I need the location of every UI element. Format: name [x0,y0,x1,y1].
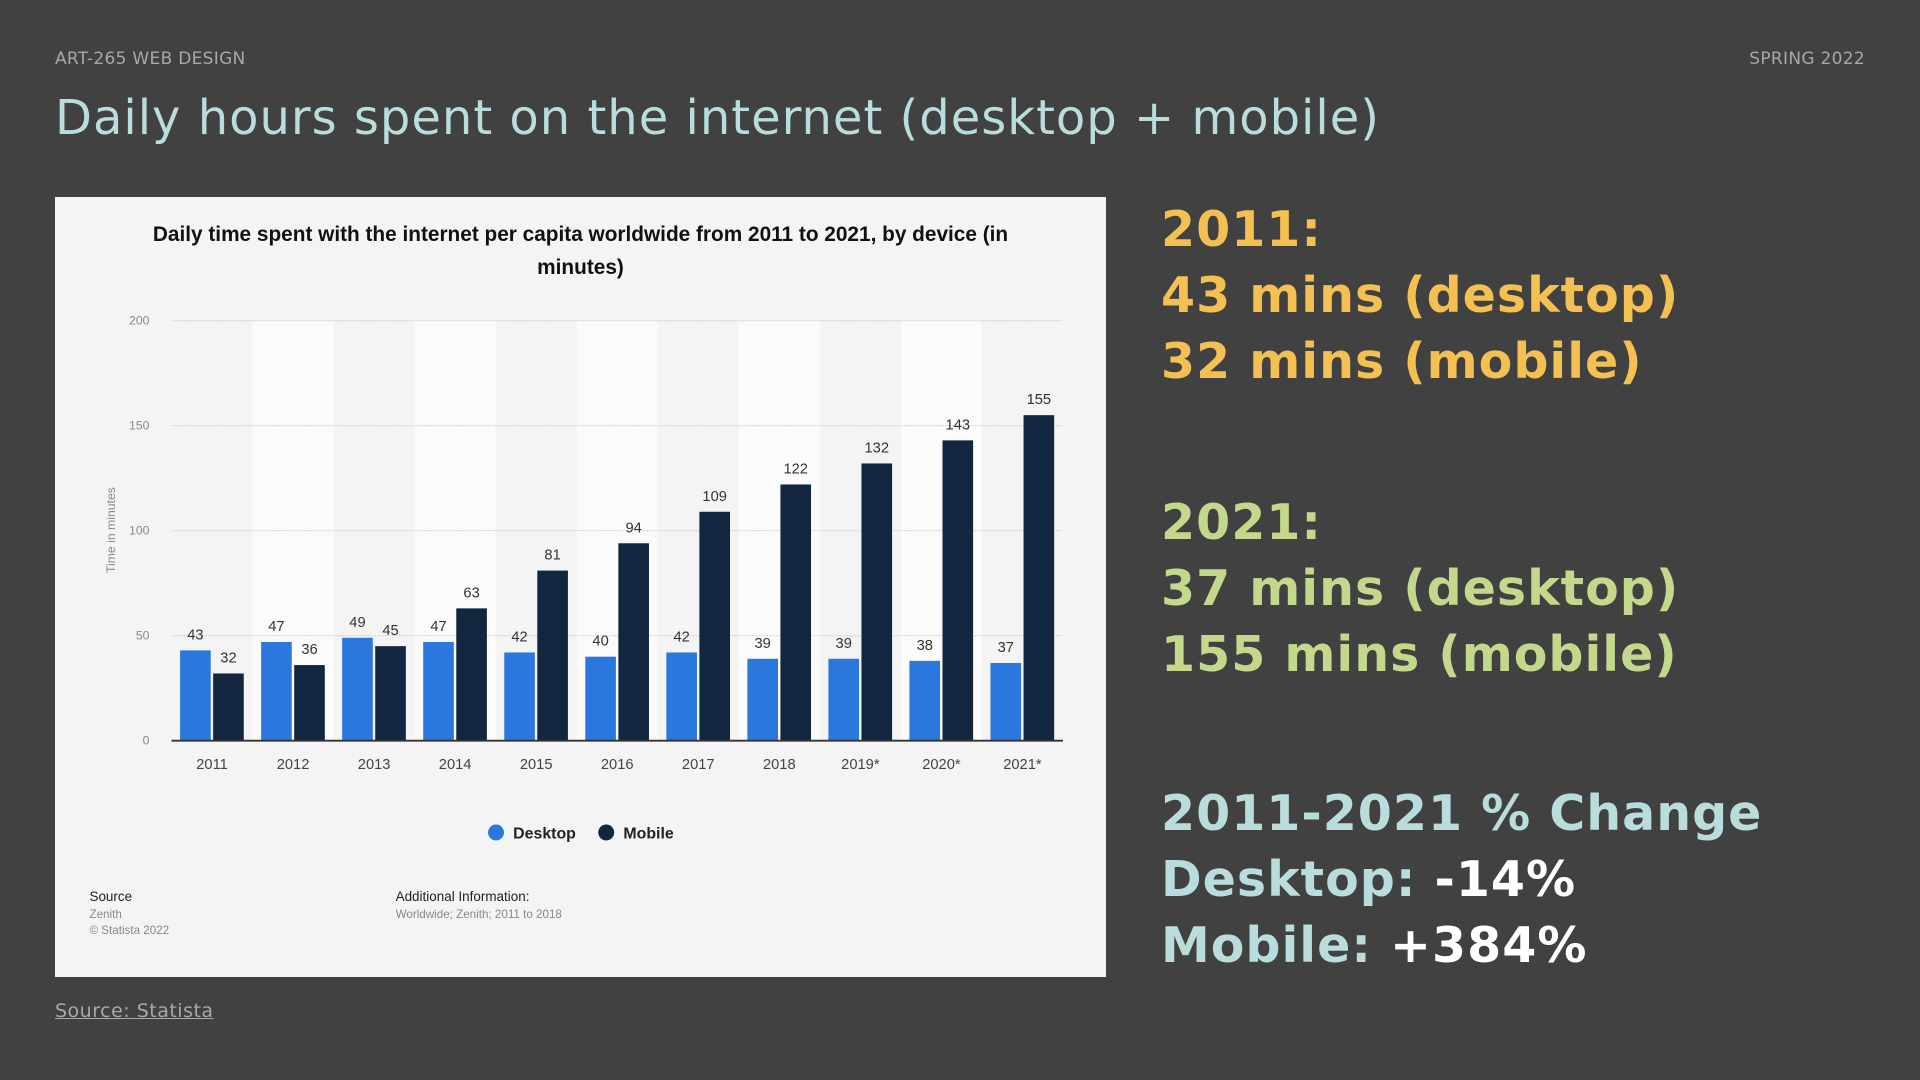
data-label-mobile: 143 [946,417,971,433]
legend-mobile-label[interactable]: Mobile [623,826,674,843]
y-tick-label: 100 [129,523,150,537]
data-label-mobile: 155 [1027,392,1052,408]
data-label-mobile: 122 [783,461,808,477]
chart-title-line2: minutes) [537,256,624,279]
change-desktop-label: Desktop: [1161,851,1435,908]
bar-mobile[interactable] [294,665,325,741]
additional-info-heading: Additional Information: [396,889,530,904]
bar-mobile[interactable] [942,440,974,741]
data-label-desktop: 43 [187,627,203,643]
chart-title: Daily time spent with the internet per c… [153,223,1008,246]
x-tick-label: 2011 [196,757,228,773]
stat-2021-label: 2021: [1161,494,1322,551]
data-label-desktop: 37 [998,640,1014,656]
bar-mobile[interactable] [213,673,244,741]
change-mobile: Mobile: +384% [1161,913,1587,979]
bar-desktop[interactable] [261,641,292,741]
data-label-mobile: 45 [382,623,398,639]
term-label: SPRING 2022 [1749,49,1865,69]
bar-desktop[interactable] [504,652,535,741]
data-label-mobile: 81 [544,548,560,564]
y-axis-label: Time in minutes [104,487,118,573]
source-name: Zenith [89,908,121,921]
change-mobile-label: Mobile: [1161,917,1390,974]
source-link[interactable]: Source: Statista [55,1000,214,1022]
bar-mobile[interactable] [375,646,406,741]
bar-desktop[interactable] [342,637,373,741]
bar-desktop[interactable] [423,641,454,741]
y-tick-label: 150 [129,418,150,432]
x-tick-label: 2017 [682,757,715,773]
legend-desktop-swatch [488,824,504,841]
bar-mobile[interactable] [618,543,649,741]
bar-desktop[interactable] [828,658,860,741]
chart-panel: Daily time spent with the internet per c… [55,197,1106,977]
data-label-mobile: 63 [463,585,479,601]
data-label-desktop: 39 [754,636,770,652]
bar-desktop[interactable] [747,658,778,741]
x-tick-label: 2021* [1003,757,1042,773]
data-label-mobile: 94 [625,520,641,536]
data-label-mobile: 36 [301,642,317,658]
course-label: ART-265 WEB DESIGN [55,49,246,69]
data-label-desktop: 47 [430,619,446,635]
y-tick-label: 0 [143,733,150,747]
page-title: Daily hours spent on the internet (deskt… [55,90,1380,146]
source-heading: Source [89,889,132,904]
data-label-desktop: 42 [673,629,689,645]
change-desktop-value: -14% [1434,851,1577,908]
data-label-desktop: 47 [268,619,284,635]
bar-mobile[interactable] [1023,415,1055,741]
bar-chart: Daily time spent with the internet per c… [89,223,1063,937]
stat-2011-mobile: 32 mins (mobile) [1161,333,1643,390]
change-heading: 2011-2021 % Change [1161,785,1763,842]
copyright: © Statista 2022 [89,924,169,937]
x-tick-label: 2019* [841,757,880,773]
bar-desktop[interactable] [990,662,1022,741]
bar-desktop[interactable] [909,660,941,741]
data-label-desktop: 38 [917,638,933,654]
bar-mobile[interactable] [780,484,812,741]
data-label-mobile: 132 [865,440,890,456]
bar-mobile[interactable] [699,511,730,741]
data-label-mobile: 32 [220,650,236,666]
legend-desktop-label[interactable]: Desktop [513,826,576,843]
x-tick-label: 2012 [277,757,310,773]
change-mobile-value: +384% [1389,917,1588,974]
data-label-desktop: 39 [836,636,852,652]
stat-2021-desktop: 37 mins (desktop) [1161,560,1680,617]
legend-mobile-swatch [598,824,615,841]
x-tick-label: 2015 [520,757,553,773]
x-tick-label: 2016 [601,757,634,773]
y-tick-label: 200 [129,313,150,327]
x-tick-label: 2014 [439,757,472,773]
bar-mobile[interactable] [456,608,487,741]
stat-2021-mobile: 155 mins (mobile) [1161,626,1678,683]
change-desktop: Desktop: -14% [1161,847,1576,913]
chart-footer: Source Zenith © Statista 2022 Additional… [89,889,561,937]
bar-desktop[interactable] [180,650,211,741]
data-label-desktop: 49 [349,615,365,631]
bar-desktop[interactable] [585,656,616,741]
bar-desktop[interactable] [666,652,697,741]
x-tick-label: 2020* [922,757,961,773]
data-label-mobile: 109 [702,489,727,505]
y-tick-label: 50 [136,628,150,642]
bar-mobile[interactable] [861,463,893,741]
stat-2011-label: 2011: [1161,201,1322,258]
legend: Desktop Mobile [488,824,674,843]
x-tick-label: 2013 [358,757,391,773]
x-tick-label: 2018 [763,757,796,773]
stat-2011-desktop: 43 mins (desktop) [1161,267,1680,324]
data-label-desktop: 42 [511,629,527,645]
bar-mobile[interactable] [537,570,568,741]
additional-info-text: Worldwide; Zenith; 2011 to 2018 [396,908,562,921]
data-label-desktop: 40 [592,634,608,650]
